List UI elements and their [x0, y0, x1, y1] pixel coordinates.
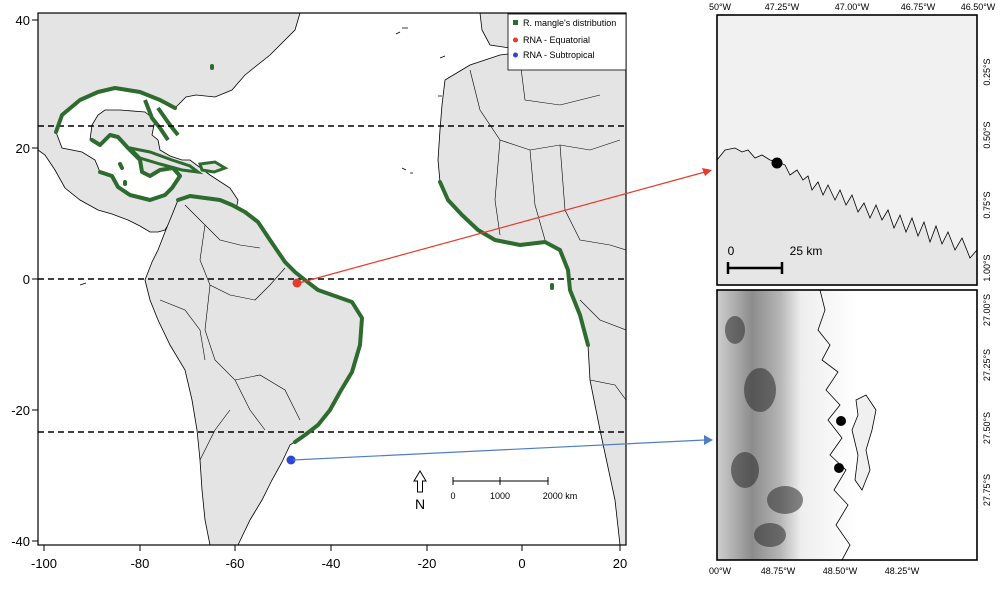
inset-top-frame — [716, 14, 978, 286]
inset-bottom-frame — [716, 289, 978, 561]
equatorial-connector — [298, 171, 706, 284]
cuba-island — [125, 145, 204, 175]
x-tick-neg100: -100 — [31, 556, 57, 571]
inset-bottom-lon-tick-3: 48.25°W — [885, 566, 920, 576]
inset-subtropical: 00°W 48.75°W 48.50°W 48.25°W 27.00°S 27.… — [709, 289, 992, 576]
legend-label-mangrove: R. mangle's distribution — [523, 18, 616, 28]
y-tick-20: 20 — [16, 141, 30, 156]
inset-top-lon-tick-3: 46.75°W — [901, 2, 936, 12]
inset-bottom-lat-tick-1: 27.25°S — [982, 349, 992, 381]
north-arrow: N — [413, 470, 427, 512]
mangrove-distribution — [54, 64, 590, 444]
x-tick-0: 0 — [518, 556, 525, 571]
x-tick-neg80: -80 — [131, 556, 150, 571]
legend-box — [507, 13, 627, 71]
inset-bottom-lat-tick-0: 27.00°S — [982, 294, 992, 326]
inset-bottom-lon-tick-0: 00°W — [709, 566, 732, 576]
equatorial-arrowhead — [702, 168, 712, 176]
legend-swatch-equatorial — [513, 37, 518, 43]
north-arrow-icon — [413, 470, 427, 493]
small-island — [79, 27, 446, 286]
inset-equatorial: 0 25 km 50°W 47.25°W 47.00°W 46.75°W 46.… — [709, 2, 996, 286]
y-tick-neg20: -20 — [11, 403, 30, 418]
connector-arrows — [292, 168, 713, 461]
bahamas-islands — [143, 99, 180, 142]
inset-top-lat-tick-0: 0.25°S — [982, 58, 992, 85]
scale-tick-1000: 1000 — [490, 491, 510, 501]
subtropical-connector — [292, 439, 706, 461]
inset-top-lon-tick-4: 46.50°W — [961, 2, 996, 12]
inset-bottom-site-marker-north — [836, 416, 846, 426]
legend-label-subtropical: RNA - Subtropical — [523, 50, 595, 60]
inset-bottom-lon-tick-2: 48.50°W — [823, 566, 858, 576]
rna-subtropical-point — [286, 455, 296, 465]
y-tick-40: 40 — [16, 13, 30, 28]
inset-top-scale-bar — [726, 262, 784, 274]
legend-swatch-mangrove — [513, 20, 518, 25]
inset-top-lon-tick-1: 47.25°W — [765, 2, 800, 12]
country-borders — [159, 59, 626, 461]
inset-top-lon-tick-2: 47.00°W — [835, 2, 870, 12]
x-tick-neg20: -20 — [418, 556, 437, 571]
inset-bottom-island — [851, 394, 877, 491]
x-tick-20: 20 — [613, 556, 627, 571]
inset-top-lat-tick-1: 0.50°S — [982, 121, 992, 148]
inset-bottom-lat-tick-2: 27.50°S — [982, 412, 992, 444]
main-map: R. mangle's distribution RNA - Equatoria… — [11, 12, 627, 571]
legend-swatch-subtropical — [513, 52, 518, 58]
inset-bottom-relief — [725, 316, 803, 547]
inset-top-scale-0: 0 — [728, 244, 735, 258]
x-tick-neg40: -40 — [322, 556, 341, 571]
y-tick-0: 0 — [23, 272, 30, 287]
scale-bar: 0 1000 2000 km — [450, 477, 577, 501]
legend: R. mangle's distribution RNA - Equatoria… — [507, 13, 627, 71]
inset-top-site-marker — [771, 157, 783, 169]
reference-lines — [38, 125, 626, 433]
inset-top-lat-tick-3: 1.00°S — [982, 254, 992, 281]
x-tick-neg60: -60 — [226, 556, 245, 571]
legend-label-equatorial: RNA - Equatorial — [523, 35, 590, 45]
inset-bottom-site-marker-south — [834, 463, 844, 473]
rna-equatorial-point — [292, 278, 302, 288]
inset-top-lat-tick-2: 0.75°S — [982, 191, 992, 218]
inset-bottom-coastline — [817, 290, 851, 560]
hispaniola-island — [198, 160, 229, 174]
subtropical-arrowhead — [704, 435, 713, 445]
scale-tick-0: 0 — [450, 491, 455, 501]
scale-tick-2000: 2000 km — [543, 491, 578, 501]
inset-top-scale-25: 25 km — [790, 244, 823, 258]
y-axis — [32, 19, 38, 542]
inset-top-lon-tick-0: 50°W — [709, 2, 732, 12]
inset-bottom-lon-tick-1: 48.75°W — [761, 566, 796, 576]
north-label: N — [415, 496, 425, 512]
y-tick-neg40: -40 — [11, 534, 30, 549]
inset-bottom-lat-tick-3: 27.75°S — [982, 474, 992, 506]
x-axis — [43, 545, 621, 551]
